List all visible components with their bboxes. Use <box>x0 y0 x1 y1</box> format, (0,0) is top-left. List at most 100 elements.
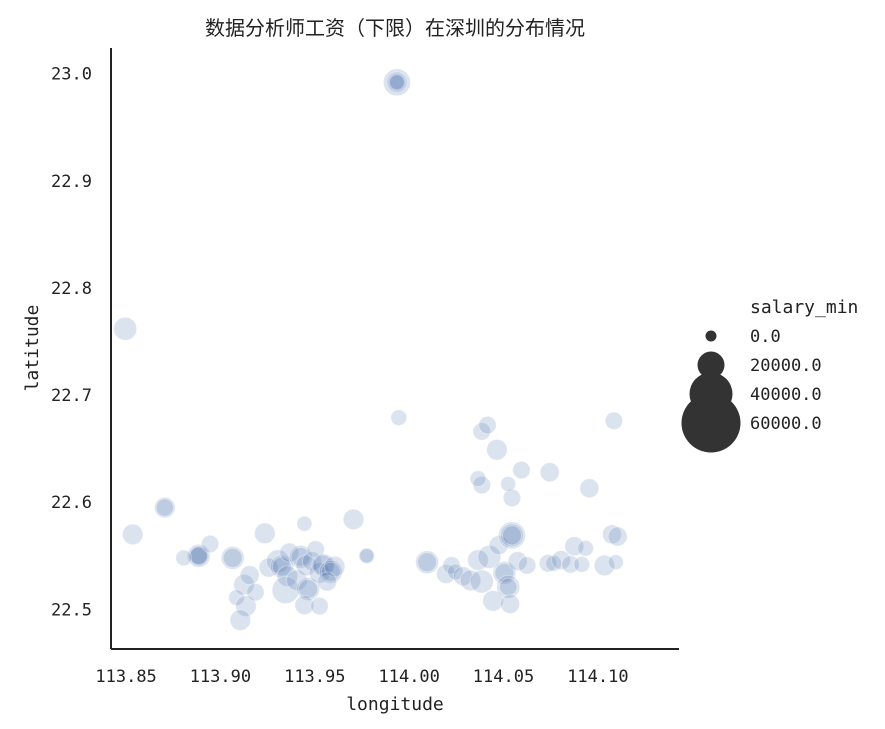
x-tick-label: 114.05 <box>473 667 534 687</box>
data-point <box>239 565 260 586</box>
data-point <box>593 554 616 577</box>
data-point <box>200 534 220 554</box>
chart-title: 数据分析师工资（下限）在深圳的分布情况 <box>205 16 585 40</box>
y-axis-label: latitude <box>22 305 43 392</box>
data-point <box>296 577 321 601</box>
data-point <box>478 415 497 435</box>
data-point <box>538 554 558 573</box>
x-tick-label: 113.90 <box>190 667 251 687</box>
legend-label: 40000.0 <box>750 385 822 405</box>
data-point <box>246 583 265 602</box>
data-point <box>271 556 292 577</box>
data-point <box>308 562 331 584</box>
data-point <box>295 554 318 577</box>
legend-label: 20000.0 <box>750 356 822 376</box>
y-tick-label: 22.6 <box>51 493 92 513</box>
data-points <box>113 68 628 631</box>
data-point <box>266 549 290 574</box>
legend-items: 0.0 20000.0 40000.0 60000.0 <box>681 327 822 453</box>
data-point <box>459 569 482 592</box>
data-point <box>121 523 144 546</box>
data-point <box>294 595 315 616</box>
data-point <box>342 508 365 531</box>
legend-label: 0.0 <box>750 327 781 347</box>
data-point <box>499 577 518 597</box>
data-point <box>154 496 176 519</box>
data-point <box>492 560 517 585</box>
data-point <box>467 549 489 571</box>
data-point <box>602 524 622 545</box>
x-ticks: 113.85 113.90 113.95 114.00 114.05 114.10 <box>95 667 628 687</box>
data-point <box>469 470 487 488</box>
data-point <box>269 554 294 579</box>
data-point <box>233 573 255 596</box>
data-point <box>175 549 193 567</box>
legend-marker <box>705 330 717 342</box>
data-point <box>551 550 572 571</box>
data-point <box>500 523 524 548</box>
data-point <box>186 543 211 568</box>
data-point <box>579 478 600 499</box>
data-point <box>500 476 517 492</box>
data-point <box>388 74 405 91</box>
data-point <box>577 539 594 557</box>
data-point <box>317 571 338 592</box>
y-tick-label: 22.7 <box>51 386 92 406</box>
data-point <box>488 535 509 556</box>
data-point <box>302 551 322 572</box>
data-point <box>545 554 562 572</box>
data-point <box>306 540 325 559</box>
data-point <box>276 565 299 588</box>
data-point <box>235 595 257 617</box>
x-tick-label: 113.85 <box>95 667 156 687</box>
y-tick-label: 23.0 <box>51 65 92 85</box>
data-point <box>472 475 491 495</box>
data-point <box>286 569 308 592</box>
data-point <box>496 574 521 599</box>
data-point <box>502 525 522 546</box>
data-point <box>498 521 526 550</box>
legend-label: 60000.0 <box>750 414 822 434</box>
data-point <box>390 409 408 427</box>
data-point <box>386 71 408 94</box>
data-point <box>517 556 537 575</box>
data-point <box>296 515 313 532</box>
data-point <box>310 596 329 616</box>
x-tick-label: 114.10 <box>567 667 628 687</box>
data-point <box>288 544 313 569</box>
data-point <box>359 548 375 564</box>
data-point <box>311 553 336 578</box>
data-point <box>447 563 464 581</box>
data-point <box>573 556 591 573</box>
data-point <box>220 545 245 570</box>
legend-marker <box>681 393 741 453</box>
data-point <box>561 555 580 574</box>
x-tick-label: 113.95 <box>284 667 345 687</box>
data-point <box>507 551 528 572</box>
data-point <box>472 422 491 441</box>
data-point <box>604 411 624 430</box>
data-point <box>387 73 407 92</box>
data-point <box>500 594 521 614</box>
data-point <box>253 522 276 545</box>
y-tick-label: 22.9 <box>51 172 92 192</box>
data-point <box>486 438 508 461</box>
data-point <box>477 544 502 569</box>
data-point <box>155 498 175 517</box>
data-point <box>279 542 300 563</box>
x-axis-label: longitude <box>346 694 444 715</box>
data-point <box>512 460 531 480</box>
data-point <box>222 547 243 568</box>
data-point <box>298 579 319 599</box>
data-point <box>229 609 252 631</box>
data-point <box>482 590 504 612</box>
data-point <box>189 546 208 565</box>
data-point <box>320 561 341 582</box>
data-point <box>187 545 210 567</box>
data-point <box>539 462 560 483</box>
y-tick-label: 22.8 <box>51 279 92 299</box>
data-point <box>312 554 335 577</box>
y-tick-label: 22.5 <box>51 600 92 620</box>
data-point <box>415 550 440 575</box>
